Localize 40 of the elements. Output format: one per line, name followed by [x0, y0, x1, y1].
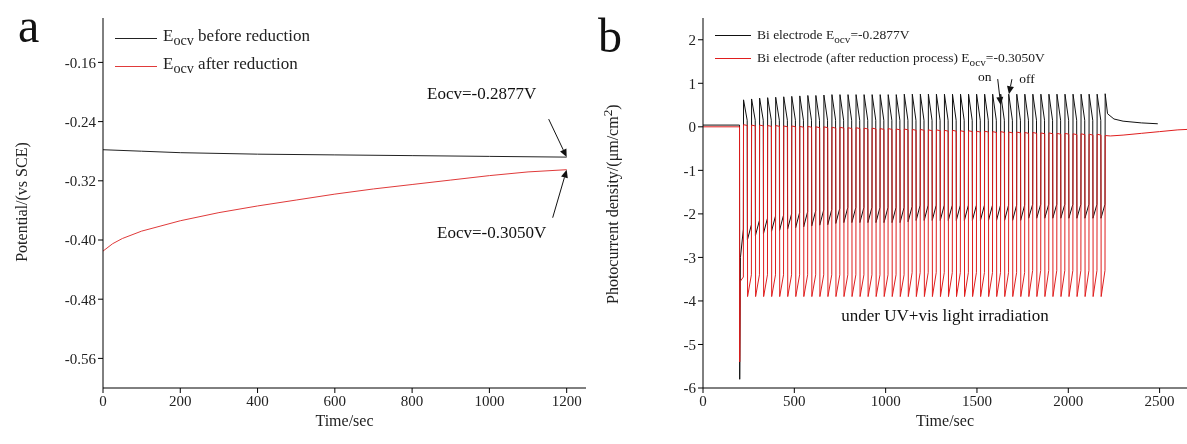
- text: a: [18, 0, 40, 52]
- legend-label: Bi electrode E$_{ocv}$=-0.2877V: [757, 26, 910, 45]
- annotation: on: [977, 69, 992, 85]
- y-tick-label: -0.24: [64, 113, 97, 130]
- legend-label: E$_{ocv}$ before reduction: [163, 26, 310, 50]
- annotation: Eocv=-0.3050V: [437, 222, 547, 242]
- annotation: off: [1019, 71, 1036, 87]
- x-tick-label: 600: [323, 392, 347, 409]
- x-axis-title: Time/sec: [914, 412, 976, 430]
- x-tick-label: 400: [246, 392, 269, 409]
- y-tick-label: -6: [683, 380, 697, 397]
- y-tick-label: 0: [688, 119, 696, 136]
- y-axis-title: Potential/(vs SCE): [13, 141, 31, 264]
- x-tick-label: 1200: [551, 392, 582, 409]
- x-tick-label: 500: [783, 392, 806, 409]
- annotation: under UV+vis light irradiation: [840, 305, 1050, 325]
- y-tick-label: -0.32: [64, 173, 96, 190]
- y-tick-label: -3: [683, 249, 696, 266]
- y-tick-label: -0.48: [64, 291, 96, 308]
- y-tick-label: -2: [683, 206, 696, 223]
- x-tick-label: 1500: [961, 392, 992, 409]
- text: b: [598, 9, 622, 62]
- y-tick-label: -0.40: [64, 232, 96, 249]
- legend-label: E$_{ocv}$ after reduction: [163, 54, 298, 78]
- annotation: Eocv=-0.2877V: [427, 84, 537, 104]
- y-tick-label: 2: [688, 32, 696, 49]
- y-tick-label: 1: [688, 75, 696, 92]
- x-tick-label: 800: [400, 392, 424, 409]
- y-tick-label: -1: [683, 162, 696, 179]
- x-tick-label: 200: [169, 392, 192, 409]
- y-tick-label: -5: [683, 336, 696, 353]
- y-tick-label: -0.16: [64, 54, 97, 71]
- x-axis-title: Time/sec: [314, 412, 375, 430]
- y-tick-label: -0.56: [64, 350, 97, 367]
- x-tick-label: 1000: [474, 392, 505, 409]
- legend-label: Bi electrode (after reduction process) E$_{ocv}$=-0.3050V: [757, 49, 1045, 68]
- x-tick-label: 1000: [870, 392, 901, 409]
- y-tick-label: -4: [683, 293, 697, 310]
- x-tick-label: 2500: [1144, 392, 1175, 409]
- x-tick-label: 2000: [1053, 392, 1084, 409]
